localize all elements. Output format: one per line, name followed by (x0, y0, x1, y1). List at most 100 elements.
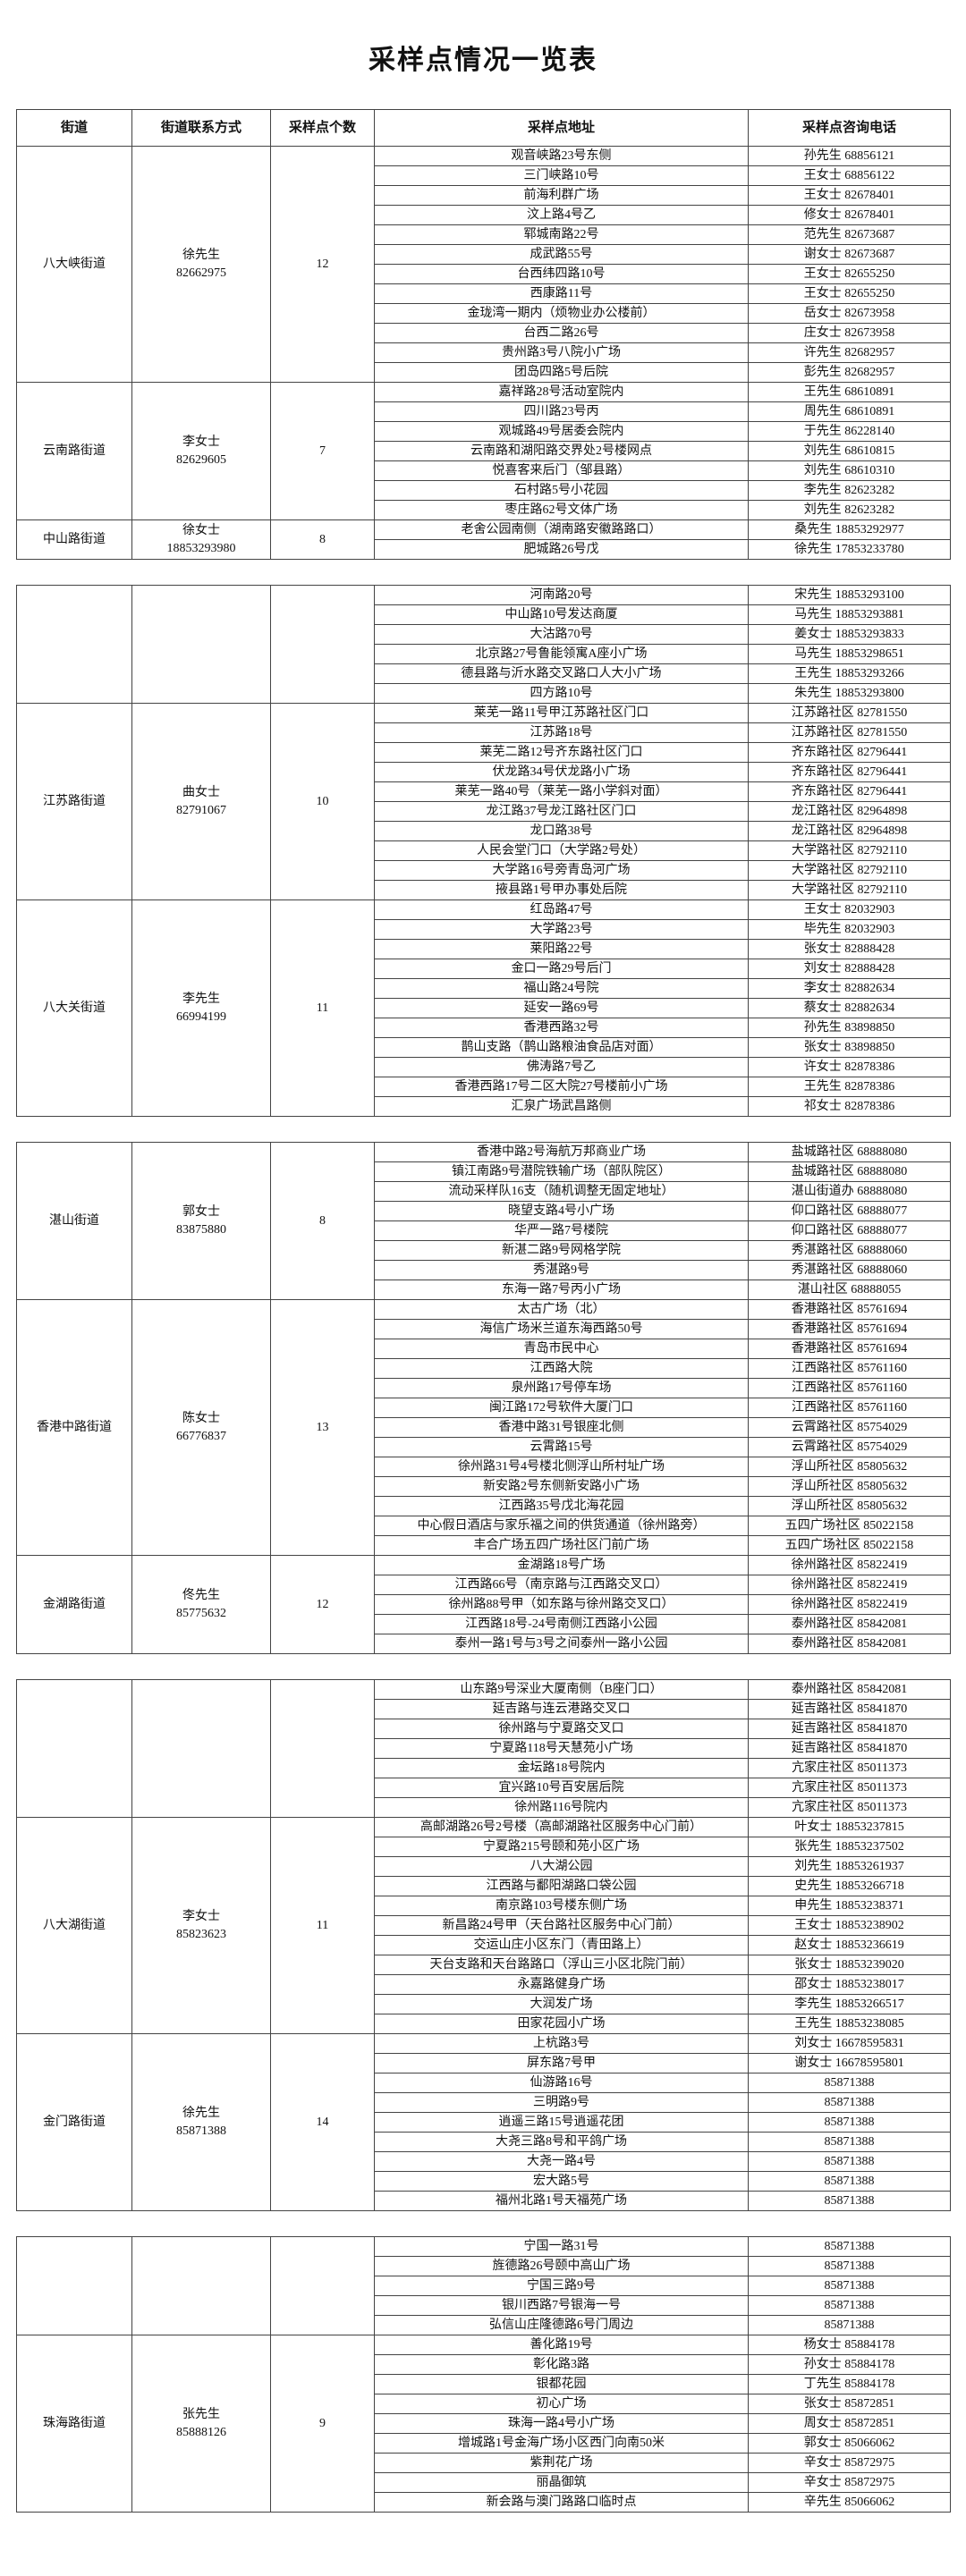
empty-cell (16, 585, 132, 704)
phone-cell: 泰州路社区 85842081 (748, 1634, 951, 1654)
address-cell: 金珑湾一期内（烦物业办公楼前） (374, 303, 749, 324)
contact-phone: 82791067 (176, 803, 226, 817)
address-cell: 海信广场米兰道东海西路50号 (374, 1319, 749, 1339)
phone-cell: 姜女士 18853293833 (748, 624, 951, 645)
phone-cell: 江西路社区 85761160 (748, 1378, 951, 1398)
contact-name: 李女士 (182, 435, 220, 449)
street-cell: 香港中路街道 (16, 1299, 132, 1556)
sampling-table: 街道 街道联系方式 采样点个数 采样点地址 采样点咨询电话 八大峡街道 徐先生 8266297… (16, 109, 951, 560)
site-row: 徐州路88号甲（如东路与徐州路交叉口） 徐州路社区 85822419 (17, 1594, 951, 1615)
phone-cell: 大学路社区 82792110 (748, 840, 951, 861)
site-row: 金湖路街道 佟先生 85775632 12 金湖路18号广场 徐州路社区 85822419 (16, 1555, 951, 1654)
address-cell: 福州北路1号天福苑广场 (374, 2191, 749, 2211)
site-row: 宏大路5号 85871388 (17, 2171, 951, 2192)
phone-cell: 五四广场社区 85022158 (748, 1535, 951, 1556)
phone-cell: 王女士 18853238902 (748, 1915, 951, 1936)
site-row: 新会路与澳门路路口临时点 辛先生 85066062 (17, 2492, 951, 2513)
address-cell: 弘信山庄隆德路6号门周边 (374, 2315, 749, 2335)
address-cell: 天台支路和天台路路口（浮山三小区北院门前） (374, 1955, 749, 1975)
contact-cell: 张先生 85888126 (131, 2335, 271, 2513)
street-cell: 金门路街道 (16, 2033, 132, 2211)
phone-cell: 徐先生 17853233780 (748, 539, 951, 560)
site-row: 汇泉广场武昌路侧 祁女士 82878386 (17, 1096, 951, 1117)
address-cell: 前海利群广场 (374, 185, 749, 206)
empty-cell (16, 1679, 132, 1818)
page-gap (0, 1117, 966, 1142)
site-row: 金坛路18号院内 亢家庄社区 85011373 (17, 1758, 951, 1778)
phone-cell: 李女士 82882634 (748, 978, 951, 999)
phone-cell: 85871388 (748, 2151, 951, 2172)
contact-cell: 李先生 66994199 (131, 899, 271, 1117)
site-row: 徐州路与宁夏路交叉口 延吉路社区 85841870 (17, 1719, 951, 1739)
phone-cell: 桑先生 18853292977 (748, 519, 951, 540)
phone-cell: 仰口路社区 68888077 (748, 1201, 951, 1221)
contact-name: 徐女士 (182, 523, 220, 537)
phone-cell: 徐州路社区 85822419 (748, 1594, 951, 1615)
site-row: 宁国一路31号 85871388 (16, 2236, 951, 2335)
site-row: 宜兴路10号百安居后院 亢家庄社区 85011373 (17, 1778, 951, 1798)
phone-cell: 江西路社区 85761160 (748, 1358, 951, 1379)
phone-cell: 五四广场社区 85022158 (748, 1516, 951, 1536)
site-row: 逍遥三路15号逍遥花团 85871388 (17, 2112, 951, 2133)
phone-cell: 李先生 18853266517 (748, 1994, 951, 2014)
address-cell: 中心假日酒店与家乐福之间的供货通道（徐州路旁） (374, 1516, 749, 1536)
phone-cell: 王先生 68610891 (748, 382, 951, 402)
phone-cell: 孙先生 68856121 (748, 146, 951, 166)
address-cell: 莱芜二路12号齐东路社区门口 (374, 742, 749, 763)
address-cell: 珠海一路4号小广场 (374, 2413, 749, 2434)
address-cell: 江西路大院 (374, 1358, 749, 1379)
phone-cell: 85871388 (748, 2315, 951, 2335)
site-row: 莱阳路22号 张女士 82888428 (17, 939, 951, 959)
site-row: 西康路11号 王女士 82655250 (17, 283, 951, 304)
address-cell: 青岛市民中心 (374, 1339, 749, 1359)
contact-name: 徐先生 (182, 248, 220, 262)
empty-cell (131, 1679, 271, 1818)
address-cell: 华严一路7号楼院 (374, 1220, 749, 1241)
address-cell: 增城路1号金海广场小区西门向南50米 (374, 2433, 749, 2454)
site-row: 云南路街道 李女士 82629605 7 嘉祥路28号活动室院内 王先生 68610891 (16, 382, 951, 520)
address-cell: 山东路9号深业大厦南侧（B座门口） (374, 1679, 749, 1700)
contact-phone: 85775632 (176, 1606, 226, 1620)
address-cell: 福山路24号院 (374, 978, 749, 999)
street-cell: 八大湖街道 (16, 1817, 132, 2034)
address-cell: 台西纬四路10号 (374, 264, 749, 284)
address-cell: 掖县路1号甲办事处后院 (374, 880, 749, 900)
phone-cell: 毕先生 82032903 (748, 919, 951, 940)
contact-name: 郭女士 (182, 1204, 220, 1219)
phone-cell: 香港路社区 85761694 (748, 1319, 951, 1339)
phone-cell: 盐城路社区 68888080 (748, 1161, 951, 1182)
address-cell: 流动采样队16支（随机调整无固定地址） (374, 1181, 749, 1202)
address-cell: 紫荆花广场 (374, 2453, 749, 2473)
contact-phone: 85888126 (176, 2425, 226, 2439)
phone-cell: 彭先生 82682957 (748, 362, 951, 383)
phone-cell: 湛山街道办 68888080 (748, 1181, 951, 1202)
header-row: 街道 街道联系方式 采样点个数 采样点地址 采样点咨询电话 (16, 109, 951, 147)
count-cell: 13 (270, 1299, 375, 1556)
phone-cell: 赵女士 18853236619 (748, 1935, 951, 1955)
phone-cell: 王先生 82878386 (748, 1077, 951, 1097)
header-cell: 采样点咨询电话 (748, 109, 951, 147)
address-cell: 四川路23号丙 (374, 401, 749, 422)
street-cell: 金湖路街道 (16, 1555, 132, 1654)
address-cell: 上杭路3号 (374, 2033, 749, 2054)
site-row: 大沽路70号 姜女士 18853293833 (17, 624, 951, 645)
phone-cell: 亢家庄社区 85011373 (748, 1778, 951, 1798)
address-cell: 银都花园 (374, 2374, 749, 2394)
contact-phone: 66776837 (176, 1429, 226, 1443)
site-row: 江西路大院 江西路社区 85761160 (17, 1358, 951, 1379)
header-cell: 采样点个数 (270, 109, 375, 147)
phone-cell: 刘先生 18853261937 (748, 1856, 951, 1877)
site-row: 云南路和湖阳路交界处2号楼网点 刘先生 68610815 (17, 441, 951, 461)
page-title: 采样点情况一览表 (369, 46, 597, 75)
phone-cell: 杨女士 85884178 (748, 2335, 951, 2355)
address-cell: 老舍公园南侧（湖南路安徽路路口） (374, 519, 749, 540)
phone-cell: 周女士 85872851 (748, 2413, 951, 2434)
contact-name: 李先生 (182, 992, 220, 1006)
phone-cell: 湛山社区 68888055 (748, 1280, 951, 1300)
phone-cell: 谢女士 82673687 (748, 244, 951, 265)
contact-name: 徐先生 (182, 2106, 220, 2120)
site-row: 江西路66号（南京路与江西路交叉口） 徐州路社区 85822419 (17, 1575, 951, 1595)
address-cell: 晓望支路4号小广场 (374, 1201, 749, 1221)
site-row: 香港西路17号二区大院27号楼前小广场 王先生 82878386 (17, 1077, 951, 1097)
